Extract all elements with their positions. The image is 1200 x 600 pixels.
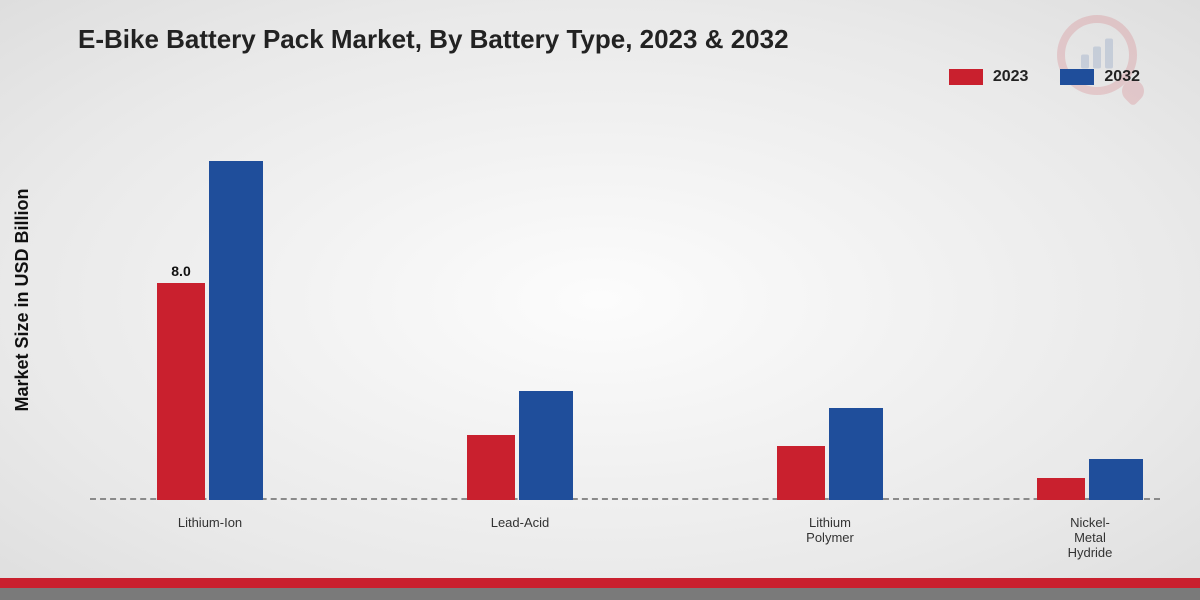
chart-title: E-Bike Battery Pack Market, By Battery T…: [78, 24, 789, 55]
bar-2032: [1089, 459, 1143, 500]
category-label: Lithium Polymer: [806, 516, 854, 546]
legend-label-2032: 2032: [1104, 68, 1140, 86]
legend-swatch-2032: [1060, 69, 1094, 85]
legend-label-2023: 2023: [993, 68, 1029, 86]
category-label: Nickel-Metal Hydride: [1055, 516, 1125, 561]
x-axis-labels: Lithium-IonLead-AcidLithium PolymerNicke…: [90, 510, 1160, 550]
bar-2023: [1037, 478, 1085, 500]
y-axis-label: Market Size in USD Billion: [12, 188, 33, 411]
legend-item-2032: 2032: [1060, 68, 1140, 86]
bar-2032: [519, 391, 573, 500]
legend-swatch-2023: [949, 69, 983, 85]
bar-2023: [467, 435, 515, 500]
bar-2023: [777, 446, 825, 500]
bar-2032: [209, 161, 263, 500]
legend: 2023 2032: [949, 68, 1140, 86]
bar-2023: [157, 283, 205, 500]
footer-red-bar: [0, 578, 1200, 588]
footer-gray-bar: [0, 588, 1200, 600]
category-label: Lead-Acid: [491, 516, 550, 531]
legend-item-2023: 2023: [949, 68, 1029, 86]
category-label: Lithium-Ion: [178, 516, 242, 531]
chart-canvas: E-Bike Battery Pack Market, By Battery T…: [0, 0, 1200, 600]
bar-2032: [829, 408, 883, 500]
bar-value-label: 8.0: [171, 263, 190, 279]
plot-area: 8.0: [90, 120, 1160, 500]
